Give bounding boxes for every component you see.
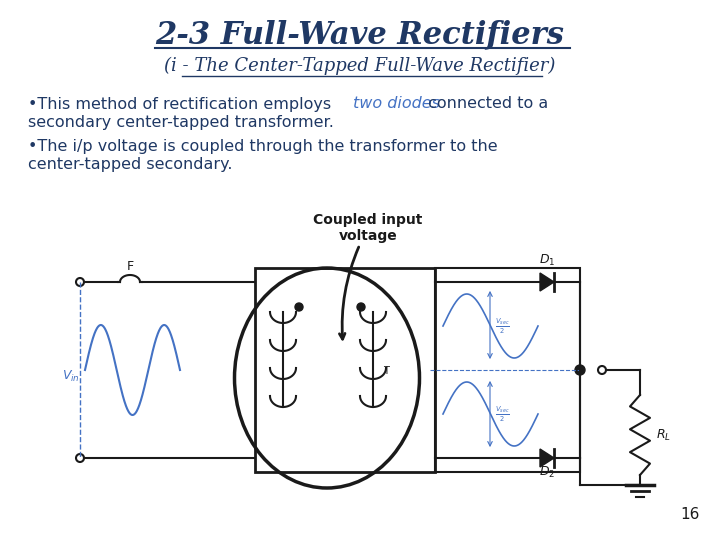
Bar	[435, 268, 580, 472]
Text: 2-3 Full-Wave Rectifiers: 2-3 Full-Wave Rectifiers	[156, 19, 564, 51]
Polygon shape	[540, 273, 554, 291]
Text: Coupled input
voltage: Coupled input voltage	[313, 213, 423, 339]
Text: two diodes: two diodes	[353, 97, 440, 111]
Text: $\frac{V_{sec}}{2}$: $\frac{V_{sec}}{2}$	[495, 404, 510, 424]
Text: secondary center-tapped transformer.: secondary center-tapped transformer.	[28, 114, 334, 130]
Text: $D_2$: $D_2$	[539, 465, 555, 480]
Text: •The i/p voltage is coupled through the transformer to the: •The i/p voltage is coupled through the …	[28, 138, 498, 153]
Text: $\frac{V_{sec}}{2}$: $\frac{V_{sec}}{2}$	[495, 316, 510, 336]
Text: $R_L$: $R_L$	[656, 428, 671, 443]
Text: T: T	[383, 366, 389, 376]
Text: 16: 16	[680, 507, 700, 522]
Text: center-tapped secondary.: center-tapped secondary.	[28, 157, 233, 172]
Text: $V_{in}$: $V_{in}$	[62, 369, 80, 384]
Text: •This method of rectification employs: •This method of rectification employs	[28, 97, 336, 111]
Text: connected to a: connected to a	[423, 97, 548, 111]
Polygon shape	[540, 449, 554, 467]
Text: (i - The Center-Tapped Full-Wave Rectifier): (i - The Center-Tapped Full-Wave Rectifi…	[164, 57, 556, 75]
Text: $D_1$: $D_1$	[539, 253, 555, 268]
Circle shape	[575, 365, 585, 375]
Bar	[255, 268, 435, 472]
Circle shape	[357, 303, 365, 311]
Circle shape	[295, 303, 303, 311]
Text: F: F	[127, 260, 134, 273]
